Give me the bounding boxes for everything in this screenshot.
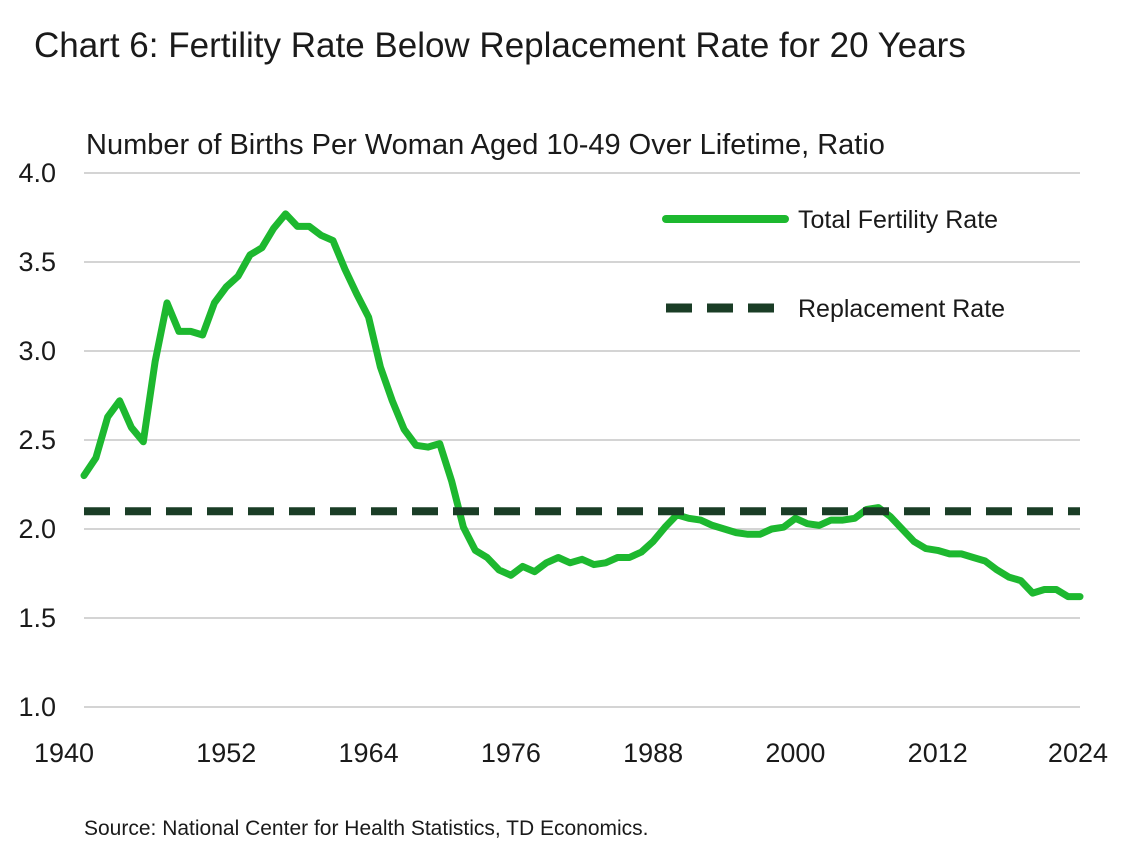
x-tick-label: 1976 xyxy=(481,738,541,768)
x-tick-label: 1988 xyxy=(623,738,683,768)
y-tick-label: 1.0 xyxy=(18,692,56,722)
source-note: Source: National Center for Health Stati… xyxy=(84,817,649,840)
gridlines xyxy=(84,172,1080,708)
y-tick-label: 3.5 xyxy=(18,247,56,277)
y-tick-label: 3.0 xyxy=(18,336,56,366)
y-axis-ticks: 1.0 1.5 2.0 2.5 3.0 3.5 4.0 xyxy=(18,158,56,722)
y-tick-label: 2.0 xyxy=(18,514,56,544)
x-tick-label: 2024 xyxy=(1048,738,1108,768)
series-lines xyxy=(80,210,1084,601)
legend: Total Fertility Rate Replacement Rate xyxy=(662,206,1005,323)
x-tick-label: 1940 xyxy=(34,738,94,768)
chart-subtitle: Number of Births Per Woman Aged 10-49 Ov… xyxy=(86,129,885,161)
x-axis-ticks: 1940 1952 1964 1976 1988 2000 2012 2024 xyxy=(34,738,1108,768)
x-tick-label: 2012 xyxy=(908,738,968,768)
x-tick-label: 1952 xyxy=(196,738,256,768)
y-tick-label: 1.5 xyxy=(18,603,56,633)
series-line-0 xyxy=(80,210,1084,601)
x-tick-label: 1964 xyxy=(339,738,399,768)
chart-title: Chart 6: Fertility Rate Below Replacemen… xyxy=(34,26,966,65)
legend-label-0: Total Fertility Rate xyxy=(798,206,998,234)
y-tick-label: 2.5 xyxy=(18,425,56,455)
x-tick-label: 2000 xyxy=(765,738,825,768)
y-tick-label: 4.0 xyxy=(18,158,56,188)
legend-label-1: Replacement Rate xyxy=(798,295,1005,323)
